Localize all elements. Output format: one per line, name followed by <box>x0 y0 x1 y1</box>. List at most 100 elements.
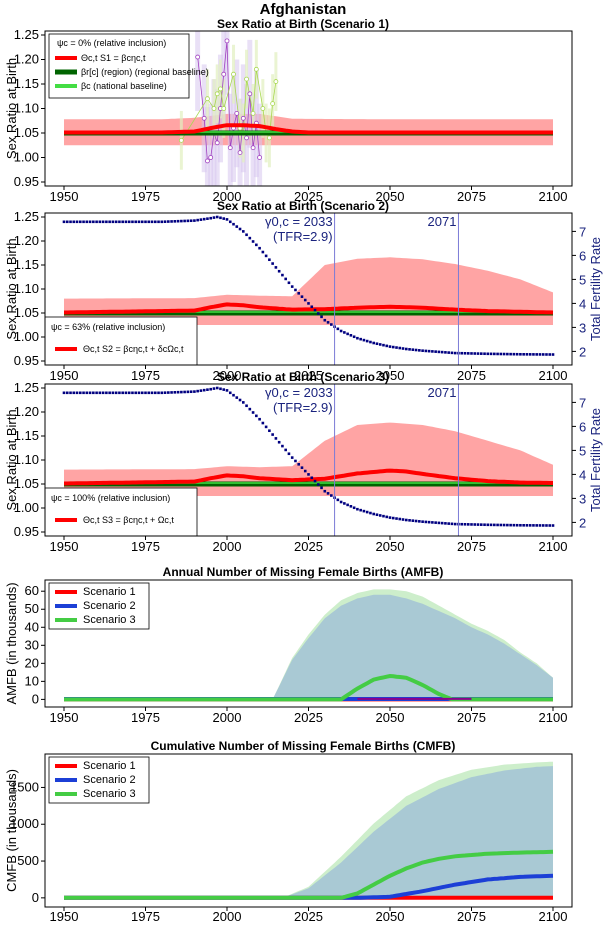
tfr-point <box>496 352 499 356</box>
x-tick-label: 1950 <box>50 189 79 204</box>
tfr-point <box>499 523 503 527</box>
legend-header: ψc = 0% (relative inclusion) <box>57 38 166 48</box>
tfr-point <box>235 396 239 399</box>
tfr-point <box>323 489 327 493</box>
y-tick-label: 20 <box>25 655 39 670</box>
tfr-point <box>506 523 509 527</box>
tfr-point <box>414 348 418 352</box>
y-tick-label: 1.05 <box>14 305 39 320</box>
tfr-point <box>137 220 141 224</box>
x-tick-label: 2025 <box>294 710 323 725</box>
tfr-point <box>493 523 496 527</box>
observation-point <box>250 111 256 116</box>
y-right-tick-label: 4 <box>579 467 586 482</box>
tfr-point <box>258 417 261 421</box>
tfr-point <box>320 486 323 490</box>
tfr-point <box>489 352 493 356</box>
x-tick-label: 1975 <box>131 539 160 554</box>
tfr-point <box>463 351 467 355</box>
tfr-point <box>274 437 278 440</box>
y-tick-label: 1.25 <box>14 209 39 224</box>
observation-point <box>247 91 253 97</box>
x-tick-label: 2000 <box>213 189 242 204</box>
tfr-point <box>466 352 470 355</box>
x-tick-label: 2050 <box>376 909 405 924</box>
panel-title: Cumulative Number of Missing Female Birt… <box>151 739 456 753</box>
observation-point <box>221 71 227 77</box>
legend-entry-label: βc (national baseline) <box>81 81 167 91</box>
tfr-point <box>424 349 428 353</box>
tfr-point <box>92 220 95 224</box>
tfr-point <box>483 352 486 356</box>
tfr-point <box>101 220 105 224</box>
observation-point <box>270 101 276 106</box>
tfr-point <box>82 391 85 395</box>
tfr-point <box>522 524 525 527</box>
tfr-point <box>525 524 529 527</box>
tfr-point <box>248 236 252 240</box>
tfr-point <box>316 483 320 486</box>
tfr-point <box>493 352 496 356</box>
x-tick-label: 2025 <box>294 909 323 924</box>
tfr-point <box>372 512 375 516</box>
tfr-point <box>548 524 552 527</box>
legend-entry-label: Scenario 3 <box>83 614 136 626</box>
y-tick-label: 0.95 <box>14 353 39 368</box>
y-tick-label: 500 <box>17 853 39 868</box>
y-tick-label: 1.05 <box>14 125 39 140</box>
tfr-point <box>395 346 398 349</box>
tfr-point <box>88 220 92 224</box>
tfr-point <box>153 220 157 224</box>
observation-point <box>218 86 223 92</box>
tfr-point <box>284 277 287 281</box>
legend-header: ψc = 100% (relative inclusion) <box>51 493 170 503</box>
x-tick-label: 2025 <box>294 539 323 554</box>
tfr-point <box>176 219 180 223</box>
tfr-point <box>545 353 548 356</box>
uncertainty-band <box>64 113 553 146</box>
tfr-point <box>343 502 346 505</box>
tfr-point <box>434 521 437 524</box>
x-tick-label: 2000 <box>213 539 242 554</box>
legend-entry-label: Scenario 2 <box>83 774 136 786</box>
tfr-point <box>215 386 219 390</box>
tfr-point <box>219 216 222 220</box>
tfr-point <box>476 523 480 526</box>
tfr-point <box>401 518 405 521</box>
tfr-point <box>307 302 310 305</box>
tfr-point <box>111 220 115 224</box>
tfr-point <box>470 523 473 526</box>
x-tick-label: 2075 <box>457 909 486 924</box>
legend-entry-label: Scenario 2 <box>83 600 136 612</box>
tfr-point <box>173 391 177 394</box>
tfr-point <box>532 353 535 356</box>
y-tick-label: 10 <box>25 673 39 688</box>
tfr-point <box>268 429 271 433</box>
tfr-point <box>421 349 424 352</box>
x-tick-label: 2100 <box>539 539 568 554</box>
tfr-point <box>147 391 151 395</box>
tfr-point <box>248 407 252 411</box>
y-right-tick-label: 4 <box>579 296 586 311</box>
tfr-point <box>365 339 369 343</box>
tfr-point <box>486 523 490 527</box>
tfr-point <box>75 391 79 395</box>
tfr-point <box>98 220 102 224</box>
plot-area <box>64 589 553 702</box>
tfr-point <box>274 266 278 269</box>
tfr-point <box>258 246 261 250</box>
tfr-point <box>118 391 121 395</box>
tfr-point <box>382 343 385 347</box>
tfr-point <box>405 518 408 522</box>
tfr-point <box>336 327 340 331</box>
tfr-point <box>255 243 258 247</box>
tfr-point <box>186 390 190 394</box>
tfr-point <box>479 352 483 355</box>
tfr-point <box>408 519 411 522</box>
vline-label: γ0,c = 2033 <box>265 214 333 229</box>
tfr-point <box>346 332 349 336</box>
tfr-point <box>261 421 265 425</box>
tfr-point <box>277 440 281 444</box>
legend-entry-label: Scenario 1 <box>83 760 136 772</box>
tfr-point <box>131 391 134 395</box>
